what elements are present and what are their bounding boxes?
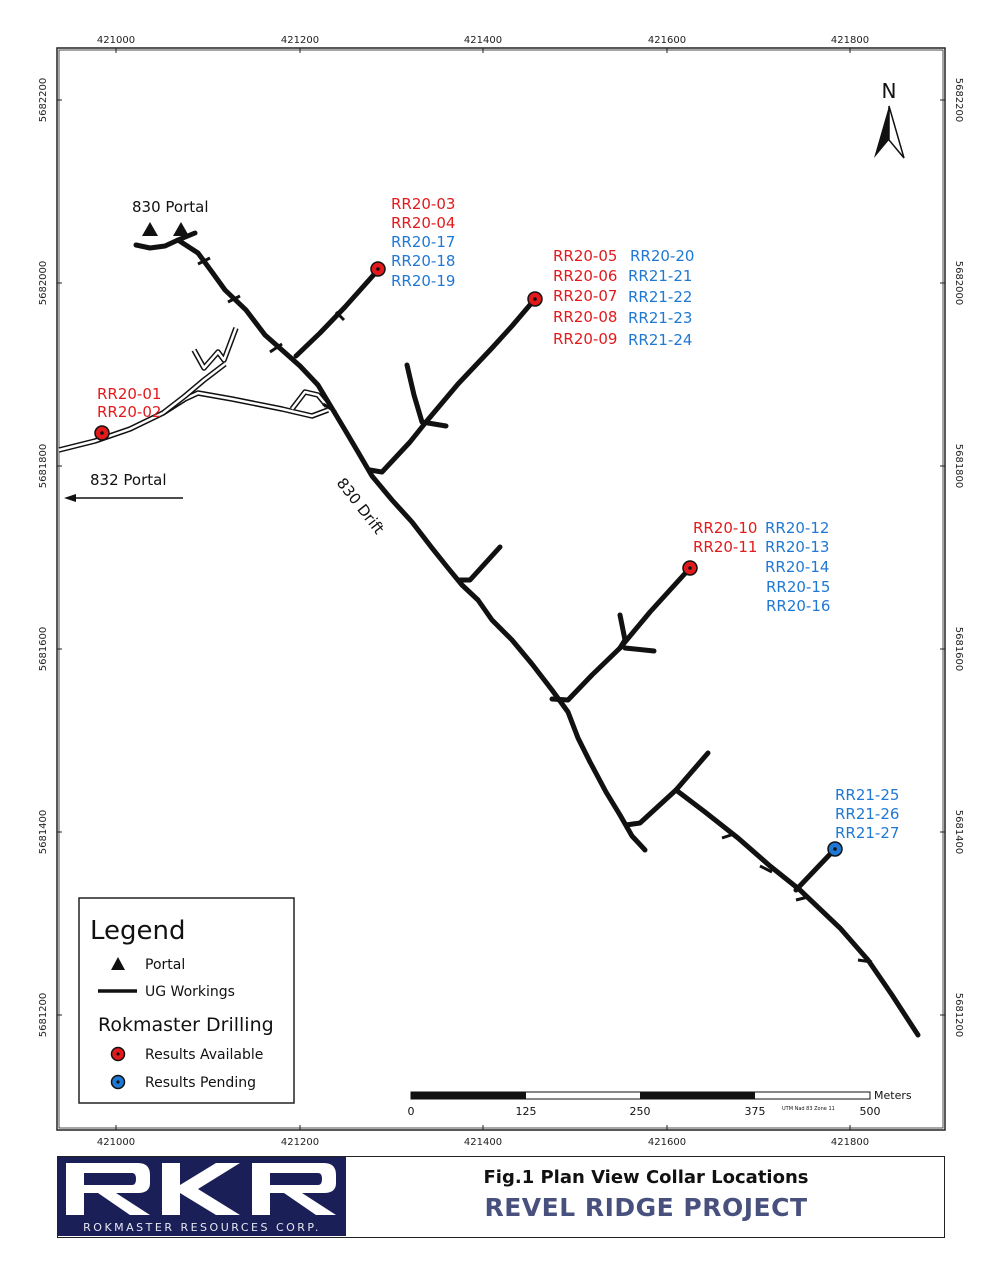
- collar-marker-available: [682, 560, 698, 576]
- x-tick-bottom: 421600: [648, 1137, 686, 1148]
- hole-label: RR21-27: [835, 824, 899, 842]
- scale-label: 500: [860, 1105, 881, 1118]
- y-tick-left: 5681600: [38, 627, 49, 672]
- collar-marker-available: [370, 261, 386, 277]
- portal-830-label: 830 Portal: [132, 198, 209, 216]
- legend: Legend Portal UG Workings Rokmaster Dril…: [78, 897, 295, 1104]
- hole-label: RR20-08: [553, 308, 617, 326]
- north-arrow-icon: N: [874, 79, 905, 159]
- company-logo: ROKMASTER RESOURCES CORP.: [58, 1157, 346, 1236]
- pending-legend-icon: [110, 1074, 126, 1090]
- figure-title: Fig.1 Plan View Collar Locations: [483, 1167, 809, 1188]
- scale-label: 250: [630, 1105, 651, 1118]
- y-tick-right: 5681600: [953, 627, 964, 672]
- legend-drilling-title: Rokmaster Drilling: [98, 1014, 274, 1036]
- hole-label: RR20-18: [391, 252, 455, 270]
- hole-label: RR20-06: [553, 267, 617, 285]
- company-name: ROKMASTER RESOURCES CORP.: [83, 1221, 321, 1234]
- scale-label: 375: [745, 1105, 766, 1118]
- y-tick-left: 5681800: [38, 444, 49, 489]
- hole-label: RR20-10: [693, 519, 757, 537]
- x-tick-bottom: 421200: [281, 1137, 319, 1148]
- legend-available-label: Results Available: [145, 1047, 263, 1063]
- hole-label: RR20-11: [693, 538, 757, 556]
- legend-title: Legend: [90, 916, 186, 946]
- hole-label: RR20-03: [391, 195, 455, 213]
- crs-note: UTM Nad 83 Zone 11: [782, 1106, 835, 1112]
- hole-label: RR21-23: [628, 309, 692, 327]
- hole-label: RR20-17: [391, 233, 455, 251]
- hole-label: RR20-19: [391, 272, 455, 290]
- hole-label: RR20-16: [766, 597, 830, 615]
- y-tick-right: 5681800: [953, 444, 964, 489]
- hole-label: RR20-14: [765, 558, 829, 576]
- project-title: REVEL RIDGE PROJECT: [484, 1193, 808, 1222]
- y-tick-left: 5682200: [38, 78, 49, 123]
- y-tick-right: 5681200: [953, 993, 964, 1038]
- scale-bar: Meters 0 125 250 375 500 UTM Nad 83 Zone…: [408, 1089, 912, 1118]
- x-tick-top: 421400: [464, 35, 502, 46]
- north-label: N: [882, 79, 897, 103]
- portal-legend-icon: [111, 957, 125, 970]
- title-block: ROKMASTER RESOURCES CORP. Fig.1 Plan Vie…: [57, 1156, 945, 1238]
- x-tick-bottom: 421400: [464, 1137, 502, 1148]
- grid-ticks: [57, 48, 945, 1130]
- surface-road: [58, 327, 330, 453]
- scale-label: 125: [516, 1105, 537, 1118]
- collar-marker-available: [527, 291, 543, 307]
- legend-workings-label: UG Workings: [145, 984, 235, 1000]
- y-tick-right: 5682000: [953, 261, 964, 306]
- y-tick-right: 5682200: [953, 78, 964, 123]
- ug-workings: [133, 230, 921, 1038]
- hole-label: RR20-15: [766, 578, 830, 596]
- y-tick-right: 5681400: [953, 810, 964, 855]
- hole-label: RR20-13: [765, 538, 829, 556]
- hole-label: RR20-20: [630, 247, 694, 265]
- hole-label: RR21-22: [628, 288, 692, 306]
- arrow-head-icon: [64, 494, 76, 502]
- collar-marker-pending: [827, 841, 843, 857]
- hole-label: RR20-12: [765, 519, 829, 537]
- y-tick-left: 5682000: [38, 261, 49, 306]
- hole-label: RR21-21: [628, 267, 692, 285]
- y-tick-left: 5681200: [38, 993, 49, 1038]
- legend-pending-label: Results Pending: [145, 1075, 256, 1091]
- hole-label: RR20-09: [553, 330, 617, 348]
- x-tick-top: 421600: [648, 35, 686, 46]
- map-inner-frame: [58, 49, 944, 1129]
- collar-marker-available: [94, 425, 110, 441]
- portal-marker-icon: [173, 222, 189, 236]
- available-legend-icon: [110, 1046, 126, 1062]
- scale-unit: Meters: [874, 1089, 912, 1102]
- scale-label: 0: [408, 1105, 415, 1118]
- y-tick-left: 5681400: [38, 810, 49, 855]
- hole-label: RR20-07: [553, 287, 617, 305]
- hole-label: RR21-25: [835, 786, 899, 804]
- x-tick-top: 421000: [97, 35, 135, 46]
- hole-label: RR21-26: [835, 805, 899, 823]
- hole-label: RR20-05: [553, 247, 617, 265]
- hole-label: RR21-24: [628, 331, 692, 349]
- x-tick-top: 421800: [831, 35, 869, 46]
- portal-832-label: 832 Portal: [90, 471, 167, 489]
- hole-label: RR20-04: [391, 214, 455, 232]
- drift-markers: [197, 256, 873, 964]
- hole-label: RR20-02: [97, 403, 161, 421]
- x-tick-bottom: 421000: [97, 1137, 135, 1148]
- logo-graphic: [66, 1163, 336, 1215]
- legend-portal-label: Portal: [145, 957, 185, 973]
- x-tick-bottom: 421800: [831, 1137, 869, 1148]
- hole-label: RR20-01: [97, 385, 161, 403]
- x-tick-top: 421200: [281, 35, 319, 46]
- portal-marker-icon: [142, 222, 158, 236]
